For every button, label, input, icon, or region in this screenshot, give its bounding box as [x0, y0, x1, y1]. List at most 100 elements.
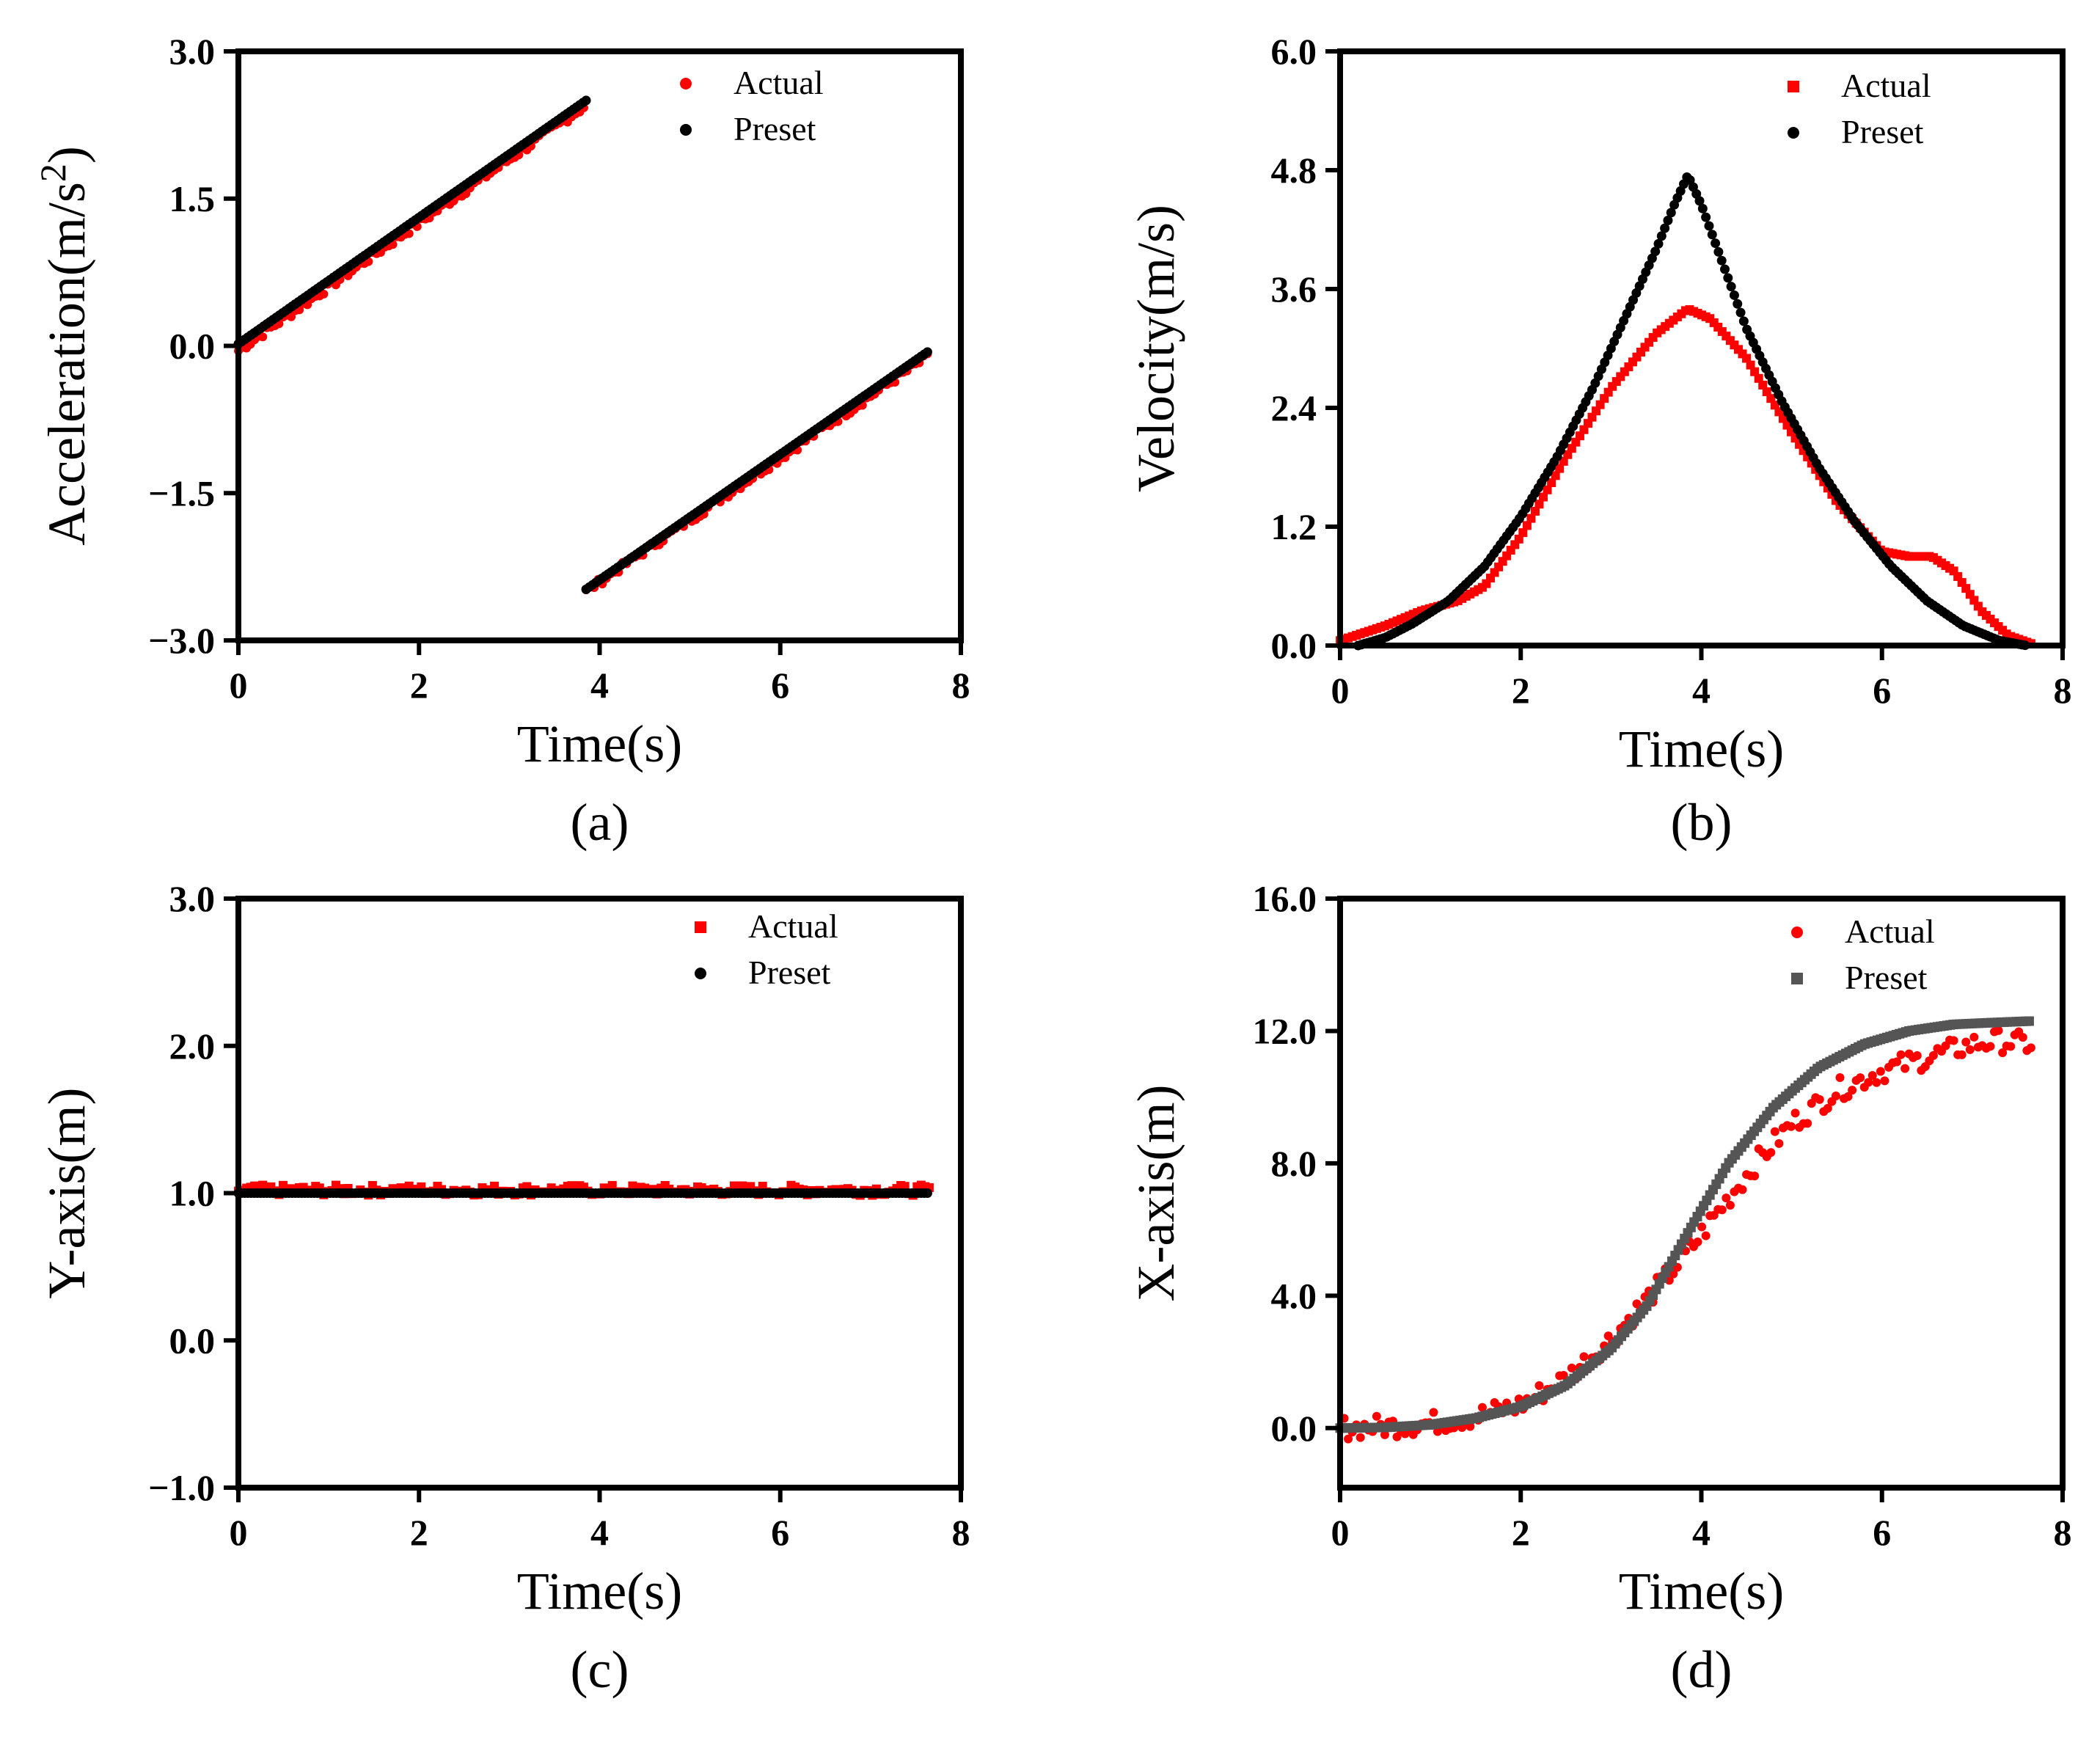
legend-marker-actual [1788, 81, 1799, 92]
y-tick-label: 16.0 [1253, 878, 1317, 919]
point-preset [1726, 282, 1736, 292]
series-preset [1335, 1016, 2034, 1433]
x-tick-label: 6 [771, 665, 789, 706]
point-actual [1790, 1108, 1800, 1118]
point-actual [1725, 1201, 1735, 1210]
point-actual [1758, 380, 1768, 390]
point-actual [1961, 1037, 1971, 1047]
point-actual [1892, 1057, 1902, 1067]
point-actual [1717, 1205, 1727, 1215]
legend-label-preset: Preset [733, 110, 816, 147]
point-preset [2024, 1016, 2034, 1026]
point-preset [1711, 238, 1721, 249]
point-actual [1697, 1222, 1707, 1232]
point-actual [1530, 506, 1540, 516]
legend-marker-preset [1788, 127, 1799, 139]
point-actual [1774, 1138, 1784, 1148]
point-actual [319, 289, 329, 299]
point-actual [2026, 1043, 2035, 1053]
y-tick-label: 0.0 [169, 326, 216, 367]
point-actual [1344, 1434, 1353, 1444]
point-actual [1949, 1036, 1958, 1045]
x-axis-label: Time(s) [517, 714, 682, 773]
chart-b: 0 2 4 6 8 0.0 1.2 2.4 3.6 4.8 6.0 Time(s) Velocity(m… [1127, 31, 2072, 852]
point-preset [1656, 231, 1667, 241]
legend-marker-preset [680, 124, 692, 136]
point-actual [1742, 354, 1752, 363]
point-actual [1738, 1185, 1747, 1194]
point-actual [1762, 387, 1771, 397]
y-axis-label: Y-axis(m) [37, 1088, 96, 1299]
point-actual [1522, 521, 1532, 530]
y-tick-label: −1.0 [148, 1467, 215, 1508]
x-tick-label: 0 [1331, 670, 1350, 711]
legend-marker-preset [1791, 973, 1803, 984]
x-tick-label: 8 [952, 665, 970, 706]
point-actual [1669, 1269, 1678, 1279]
y-tick-label: 3.0 [169, 878, 216, 919]
x-tick-label: 4 [590, 1512, 609, 1553]
point-actual [1998, 1048, 2008, 1058]
y-tick-label: 1.5 [169, 178, 216, 219]
point-actual [1754, 373, 1763, 383]
y-tick-label: 2.4 [1271, 387, 1317, 428]
y-tick-label: 6.0 [1271, 31, 1317, 72]
point-actual [1835, 1073, 1845, 1083]
point-actual [2018, 1033, 2027, 1042]
panel-caption: (b) [1671, 793, 1733, 852]
point-preset [1694, 196, 1705, 206]
point-actual [1559, 456, 1568, 466]
point-actual [2006, 1042, 2016, 1051]
x-tick-label: 6 [1873, 670, 1891, 711]
point-actual [1579, 1352, 1589, 1361]
point-preset [1733, 299, 1743, 309]
point-actual [1782, 420, 1792, 430]
panel-caption: (a) [571, 793, 629, 852]
x-tick-label: 4 [590, 665, 609, 706]
x-tick-label: 8 [952, 1512, 970, 1553]
x-tick-label: 8 [2054, 1512, 2072, 1553]
legend-marker-preset [695, 968, 706, 979]
point-actual [1746, 360, 1755, 370]
point-actual [1872, 1078, 1881, 1087]
point-preset [1697, 203, 1708, 213]
point-actual [1766, 1148, 1776, 1158]
point-actual [1831, 1092, 1840, 1101]
x-tick-label: 0 [230, 1512, 248, 1553]
series-preset [233, 95, 932, 594]
chart-c: 0 2 4 6 8 −1.0 0.0 1.0 2.0 3.0 Time(s) Y-axis(m) Act… [37, 878, 970, 1699]
legend-label-actual: Actual [733, 64, 824, 101]
point-actual [1477, 1403, 1487, 1412]
legend: Actual Preset [695, 907, 838, 991]
point-actual [1864, 1078, 1873, 1087]
y-tick-label: 0.0 [1271, 1408, 1317, 1449]
y-tick-label: 0.0 [169, 1320, 216, 1361]
legend-label-actual: Actual [1841, 67, 1931, 104]
point-actual [1766, 394, 1776, 403]
point-preset [1704, 221, 1714, 231]
point-actual [1555, 464, 1565, 473]
panel-caption: (d) [1671, 1640, 1733, 1699]
x-tick-label: 2 [410, 665, 428, 706]
point-actual [1543, 485, 1552, 494]
y-axis-label: X-axis(m) [1127, 1085, 1185, 1302]
point-actual [490, 1181, 500, 1191]
point-actual [1518, 528, 1528, 538]
point-preset [922, 1188, 932, 1198]
point-actual [1969, 1032, 1979, 1042]
point-actual [1770, 1127, 1779, 1136]
x-tick-label: 4 [1692, 670, 1711, 711]
point-actual [1750, 367, 1760, 376]
series-preset [233, 1188, 932, 1198]
y-tick-label: 1.0 [169, 1173, 216, 1214]
y-tick-label: 8.0 [1271, 1143, 1317, 1184]
y-tick-label: 0.0 [1271, 625, 1317, 666]
point-actual [1372, 1411, 1381, 1421]
point-actual [1770, 401, 1779, 410]
point-actual [404, 229, 414, 238]
point-actual [1356, 1433, 1365, 1442]
point-actual [1539, 492, 1548, 502]
point-actual [1912, 1051, 1922, 1061]
y-tick-label: 3.0 [169, 31, 216, 72]
